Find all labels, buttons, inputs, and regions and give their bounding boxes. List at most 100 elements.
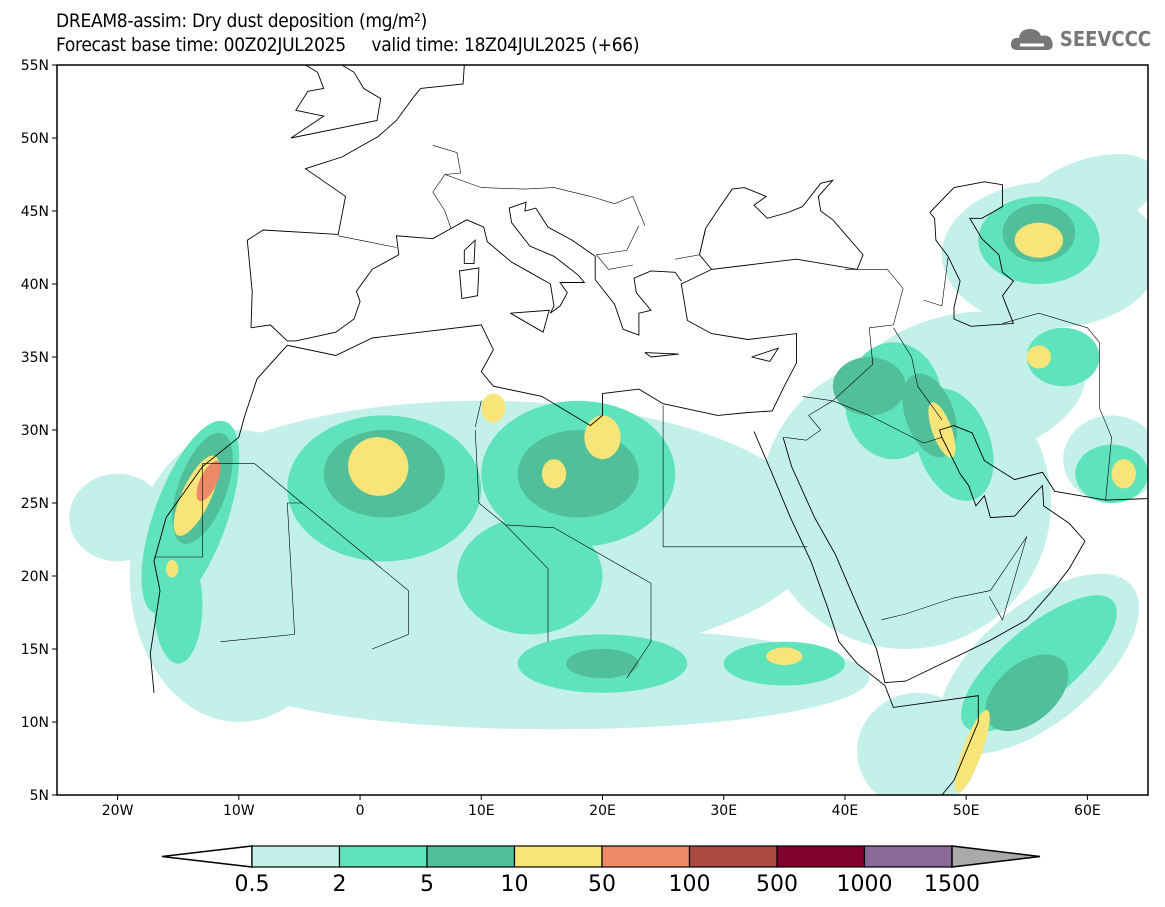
lon-label: 30E: [710, 803, 737, 819]
coastline: [463, 239, 476, 265]
country-border: [474, 400, 482, 428]
lon-label: 40E: [832, 803, 859, 819]
lat-label: 35N: [21, 350, 49, 366]
country-border: [662, 405, 808, 548]
dust-contour-level-3: [348, 437, 409, 496]
lat-label: 45N: [21, 204, 49, 220]
dust-contour-level-3: [954, 709, 990, 793]
lon-label: 20W: [102, 803, 134, 819]
lat-label: 40N: [21, 277, 49, 293]
dust-contour-level-2: [985, 654, 1069, 732]
lon-label: 10W: [223, 803, 255, 819]
longitude-labels: 20W 10W 0 10E 20E 30E 40E 50E 60E: [102, 795, 1101, 819]
dust-contour-level-3: [1111, 459, 1136, 489]
coastline: [246, 65, 465, 328]
dust-contour-level-2: [517, 430, 639, 518]
colorbar-swatch: [426, 845, 516, 868]
seevccc-logo: SEEVCCC: [1010, 26, 1151, 52]
coastline: [644, 352, 679, 358]
colorbar-over-arrow: [951, 845, 1041, 868]
map-title: DREAM8-assim: Dry dust deposition (mg/m²…: [56, 10, 427, 32]
coastline: [250, 201, 682, 342]
country-border: [338, 235, 397, 248]
country-border: [675, 229, 706, 260]
colorbar-swatch: [338, 845, 428, 868]
country-border: [432, 145, 462, 175]
dust-contour-level-2: [832, 357, 906, 416]
colorbar-label: 100: [669, 872, 711, 897]
country-border: [220, 463, 303, 642]
colorbar-under-arrow: [161, 845, 253, 868]
lon-label: 60E: [1074, 803, 1101, 819]
dust-deposition-field: [69, 154, 1148, 795]
coastline: [510, 309, 550, 333]
colorbar-label: 500: [756, 872, 798, 897]
coastline: [459, 267, 480, 300]
country-border: [832, 327, 874, 402]
colorbar-swatch: [251, 845, 341, 868]
lat-label: 5N: [30, 788, 49, 804]
colorbar-label: 0.5: [235, 872, 270, 897]
cloud-icon: [1010, 29, 1053, 50]
latitude-labels: 55N 50N 45N 40N 35N 30N 25N 20N 15N 10N 5N: [21, 58, 57, 804]
lat-label: 10N: [21, 715, 49, 731]
coastline: [751, 347, 780, 362]
dust-contour-level-3: [1014, 222, 1064, 258]
lat-label: 50N: [21, 131, 49, 147]
country-border: [881, 536, 1028, 621]
country-border: [988, 536, 1028, 621]
colorbar: 0.5 2 5 10 50 100 500 1000 1500: [161, 845, 1041, 897]
country-border: [154, 463, 255, 558]
country-border: [844, 269, 904, 329]
dust-contour-level-3: [1026, 345, 1052, 369]
lon-label: 0: [356, 803, 365, 819]
dust-contour-level-3: [766, 647, 803, 666]
lat-label: 15N: [21, 642, 49, 658]
dust-contour-level-3: [481, 393, 506, 423]
dust-contour-level-0: [857, 692, 979, 795]
dust-contour-level-1: [457, 517, 603, 635]
dust-contour-level-3: [928, 402, 956, 458]
dust-contour-level-2: [566, 649, 639, 679]
coastline: [929, 181, 1015, 327]
lat-label: 20N: [21, 569, 49, 585]
colorbar-label: 2: [333, 872, 347, 897]
dust-contour-level-0: [69, 473, 167, 562]
country-border: [1002, 312, 1112, 501]
coastline: [290, 65, 382, 139]
colorbar-label: 5: [420, 872, 434, 897]
colorbar-label: 1500: [924, 872, 980, 897]
country-border: [893, 327, 943, 420]
lat-label: 30N: [21, 423, 49, 439]
dust-contour-level-1: [153, 546, 203, 664]
logo-text: SEEVCCC: [1059, 27, 1151, 51]
coastline: [149, 179, 864, 693]
colorbar-swatch: [863, 845, 953, 868]
country-border: [923, 257, 949, 307]
lat-label: 25N: [21, 496, 49, 512]
coastline: [753, 431, 979, 795]
colorbar-swatch: [688, 845, 778, 868]
dust-contour-level-1: [1075, 444, 1148, 503]
country-border: [595, 225, 640, 270]
country-border: [432, 174, 646, 229]
lon-label: 50E: [953, 803, 980, 819]
colorbar-swatch: [776, 845, 866, 868]
lat-label: 55N: [21, 58, 49, 74]
forecast-time-info: Forecast base time: 00Z02JUL2025 valid t…: [56, 34, 640, 56]
dust-contour-level-3: [541, 459, 567, 489]
country-border: [832, 400, 942, 444]
dust-contour-level-3: [166, 559, 179, 578]
colorbar-label: 1000: [837, 872, 893, 897]
country-border: [784, 396, 834, 441]
dust-contour-level-3: [584, 415, 621, 460]
lon-label: 10E: [468, 803, 495, 819]
country-border: [301, 502, 409, 650]
coastline: [290, 65, 325, 139]
country-border: [505, 524, 549, 642]
dust-contour-level-1: [1026, 327, 1100, 387]
country-border: [474, 429, 652, 679]
coastlines: [149, 65, 1148, 795]
colorbar-label: 50: [588, 872, 616, 897]
